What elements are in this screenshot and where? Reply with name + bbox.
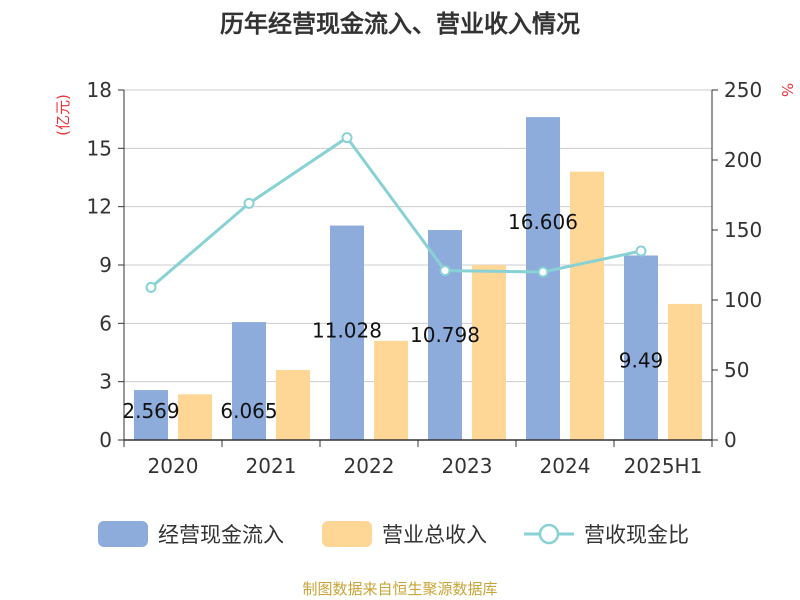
y-left-tick-label: 9: [99, 253, 112, 277]
line-point: [145, 281, 157, 293]
bar-data-label: 6.065: [220, 399, 277, 423]
line-point: [439, 265, 451, 277]
legend-label: 营业总收入: [382, 523, 487, 547]
x-tick-label: 2025H1: [624, 454, 703, 478]
legend-label: 经营现金流入: [158, 523, 284, 547]
bars-group: [134, 117, 702, 440]
y-right-tick-label: 200: [724, 148, 762, 172]
axes-group: 0 3 6 9 12 15 18 0 50 100 150 200 250 2020 2021 2022 202…: [87, 78, 763, 478]
data-labels-group: 2.569 6.065 11.028 10.798 16.606 9.49: [122, 210, 663, 423]
x-tick-label: 2022: [344, 454, 395, 478]
bar-revenue: [178, 394, 212, 440]
line-point: [635, 245, 647, 257]
line-point: [537, 266, 549, 278]
legend-swatch: [98, 521, 148, 547]
bar-cashflow: [134, 390, 168, 440]
bar-data-label: 16.606: [508, 210, 578, 234]
y-left-axis-label: (亿元): [54, 94, 72, 136]
y-right-tick-label: 100: [724, 288, 762, 312]
bar-cashflow: [624, 255, 658, 440]
y-right-tick-label: 0: [724, 428, 737, 452]
legend-swatch: [322, 521, 372, 547]
y-right-tick-label: 250: [724, 78, 762, 102]
bar-cashflow: [232, 322, 266, 440]
grid-lines: [124, 89, 712, 383]
y-left-tick-label: 12: [87, 195, 112, 219]
bar-revenue: [570, 171, 604, 440]
bar-cashflow: [330, 225, 364, 440]
y-left-tick-label: 3: [99, 370, 112, 394]
bar-data-label: 11.028: [312, 319, 382, 343]
source-note: 制图数据来自恒生聚源数据库: [302, 580, 497, 598]
legend-label: 营收现金比: [584, 523, 689, 547]
y-right-axis-label: %: [778, 83, 796, 97]
x-tick-label: 2024: [540, 454, 591, 478]
bar-revenue: [276, 370, 310, 440]
bar-cashflow: [526, 117, 560, 440]
bar-cashflow: [428, 230, 462, 440]
bar-data-label: 10.798: [410, 323, 480, 347]
y-left-tick-label: 0: [99, 428, 112, 452]
x-tick-label: 2020: [148, 454, 199, 478]
line-point: [341, 132, 353, 144]
bar-data-label: 2.569: [122, 399, 179, 423]
y-left-tick-label: 18: [87, 78, 112, 102]
line-series-ratio: [150, 135, 642, 289]
line-point: [243, 197, 255, 209]
legend-marker: [538, 523, 560, 545]
y-left-tick-label: 15: [87, 136, 112, 160]
chart-title: 历年经营现金流入、营业收入情况: [220, 10, 580, 38]
y-right-tick-label: 150: [724, 218, 762, 242]
bar-revenue: [668, 303, 702, 440]
bar-revenue: [374, 340, 408, 440]
bar-data-label: 9.49: [619, 348, 664, 372]
line-series-group: [145, 132, 647, 293]
x-tick-label: 2023: [442, 454, 493, 478]
bar-revenue: [472, 265, 506, 440]
legend: 经营现金流入 营业总收入 营收现金比: [98, 521, 689, 547]
y-right-tick-label: 50: [724, 358, 749, 382]
x-tick-label: 2021: [246, 454, 297, 478]
y-left-tick-label: 6: [99, 311, 112, 335]
